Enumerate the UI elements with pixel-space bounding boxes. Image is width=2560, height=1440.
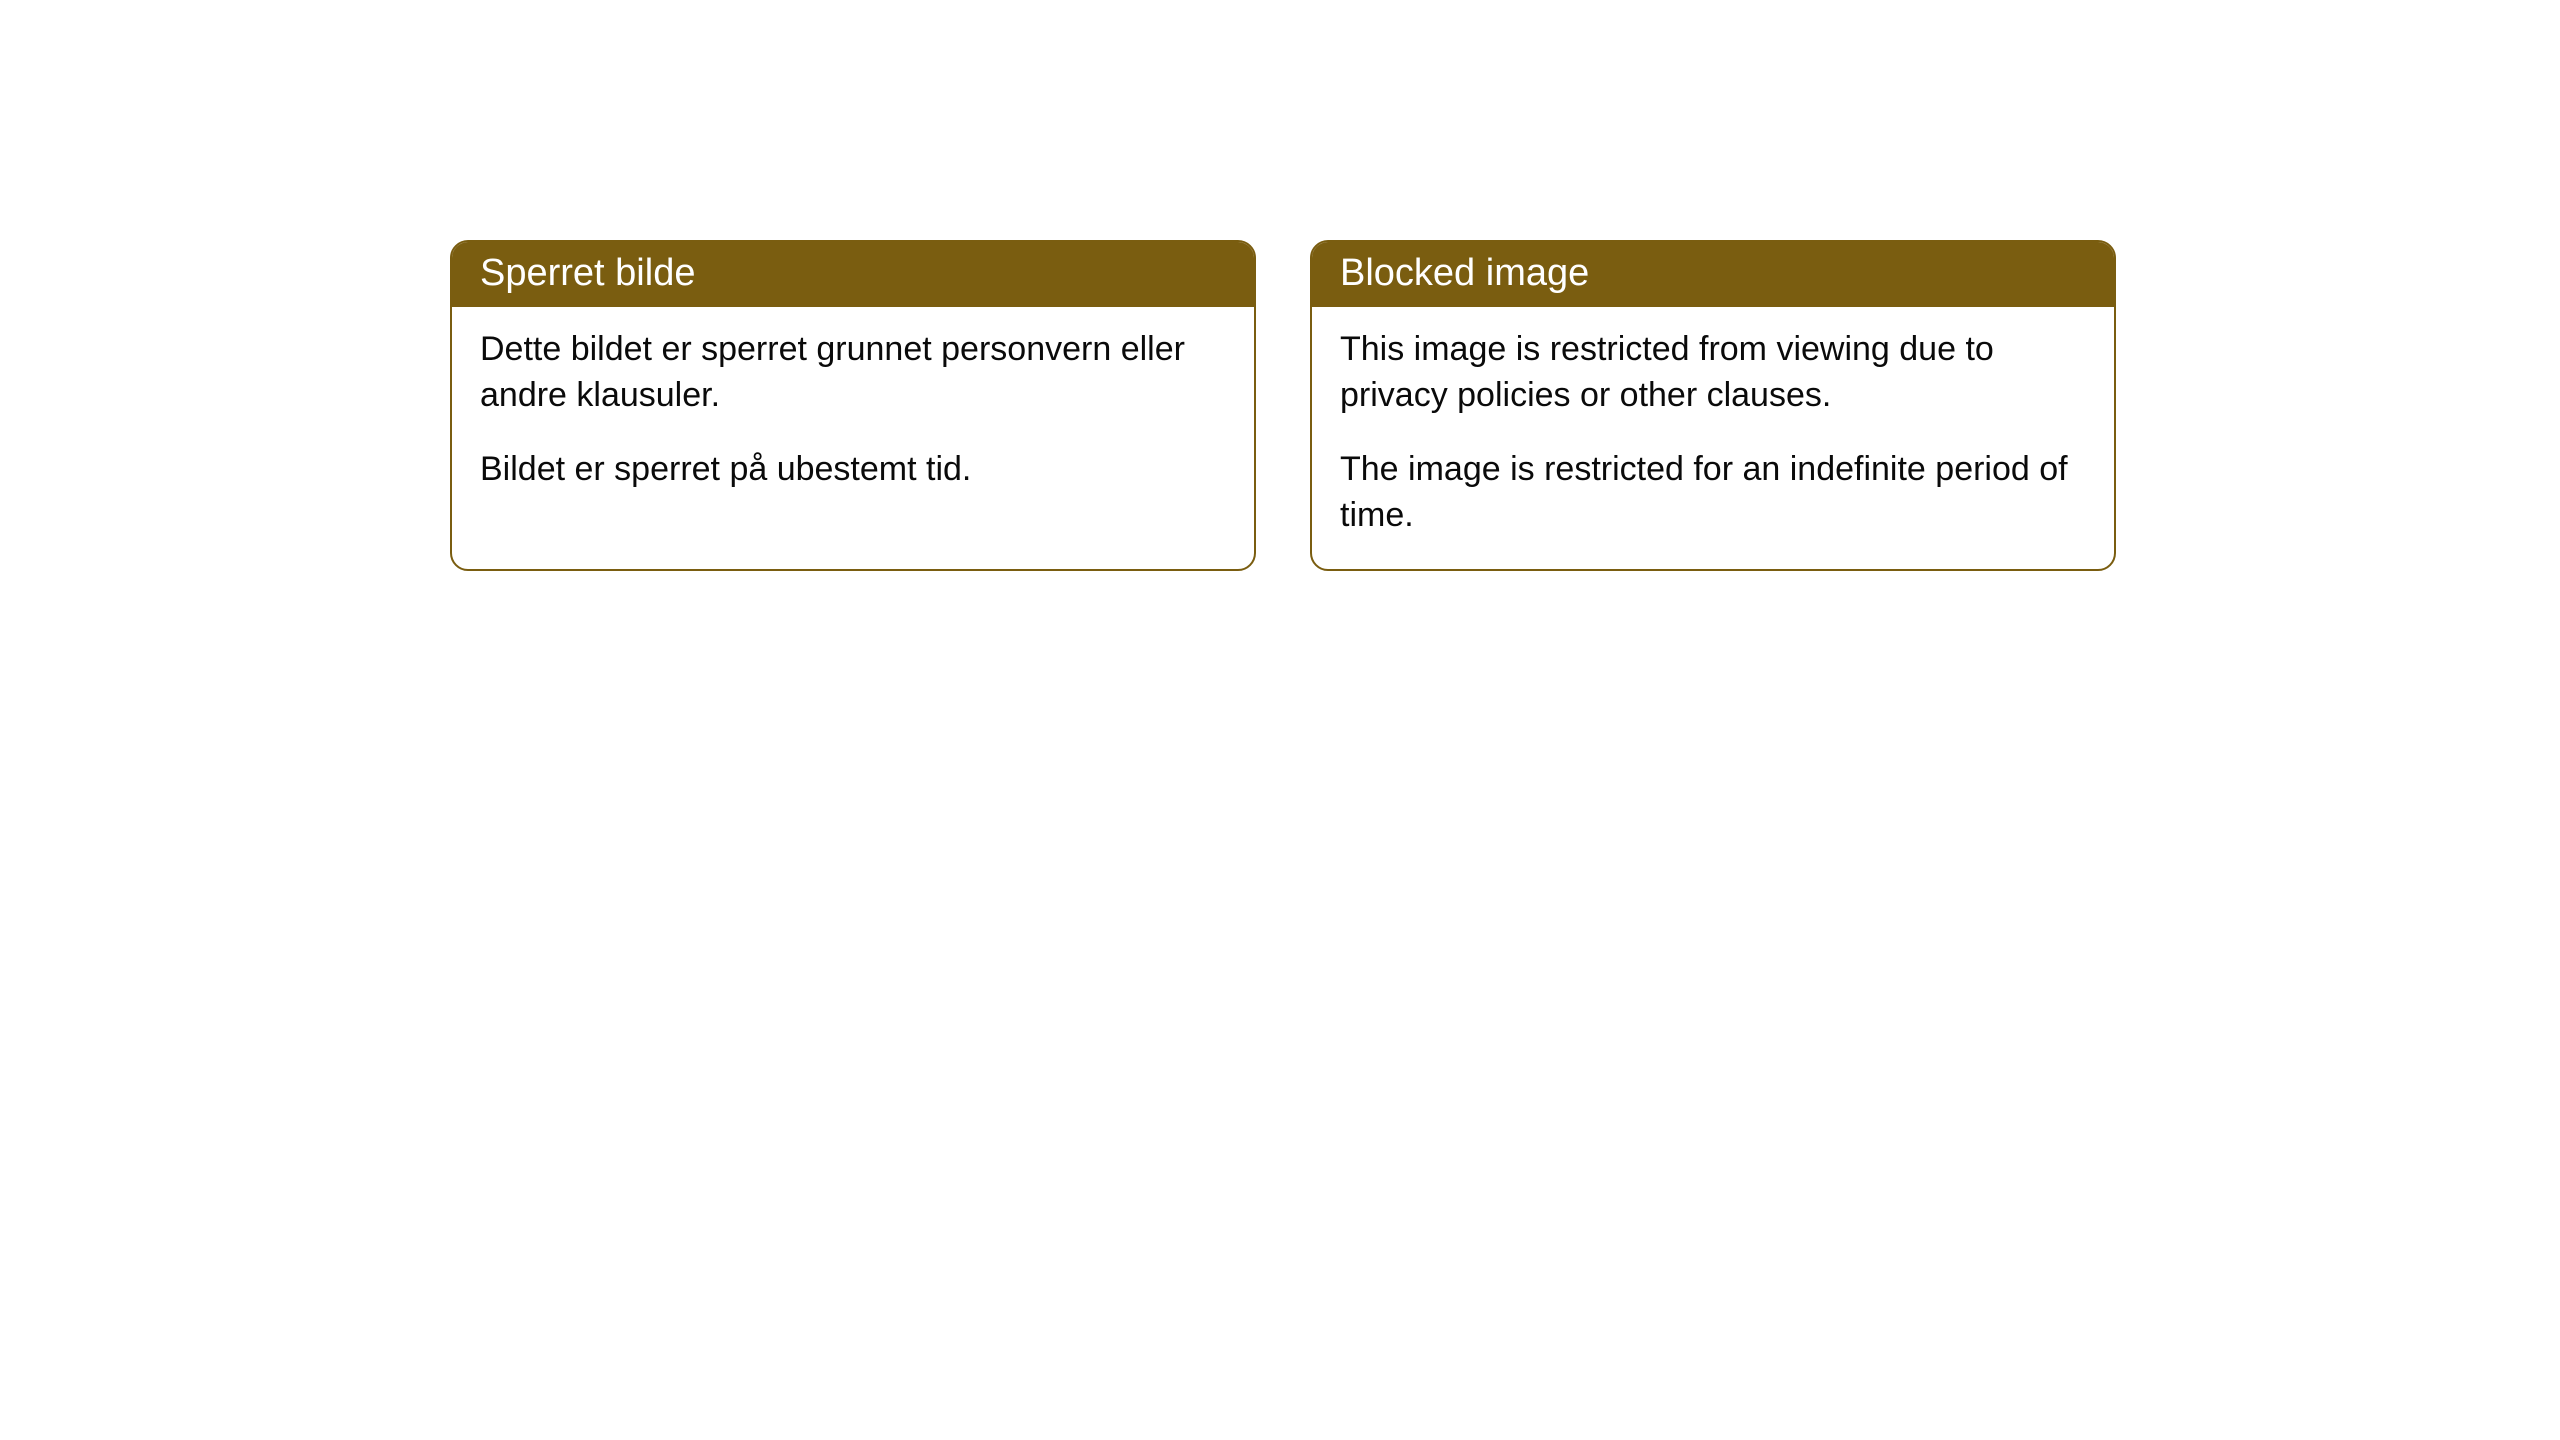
card-text-en-2: The image is restricted for an indefinit… (1340, 447, 2086, 539)
card-text-no-1: Dette bildet er sperret grunnet personve… (480, 327, 1226, 419)
card-body-en: This image is restricted from viewing du… (1312, 307, 2114, 569)
card-header-en: Blocked image (1312, 242, 2114, 307)
notice-cards-container: Sperret bilde Dette bildet er sperret gr… (450, 240, 2116, 571)
card-body-no: Dette bildet er sperret grunnet personve… (452, 307, 1254, 523)
blocked-image-card-en: Blocked image This image is restricted f… (1310, 240, 2116, 571)
blocked-image-card-no: Sperret bilde Dette bildet er sperret gr… (450, 240, 1256, 571)
card-header-no: Sperret bilde (452, 242, 1254, 307)
card-text-no-2: Bildet er sperret på ubestemt tid. (480, 447, 1226, 493)
card-text-en-1: This image is restricted from viewing du… (1340, 327, 2086, 419)
